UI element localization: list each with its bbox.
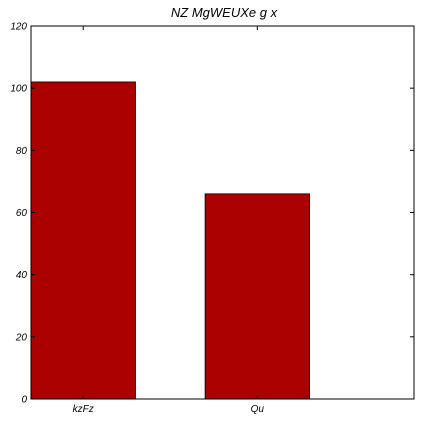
- x-tick-label: Qu: [251, 404, 265, 415]
- y-tick-label: 80: [16, 146, 28, 157]
- bar-Qu: [204, 193, 310, 400]
- y-tick-label: 40: [16, 270, 28, 281]
- x-tick-label: kzFz: [73, 404, 94, 415]
- y-tick-label: 20: [15, 332, 28, 343]
- bar-kzFz: [30, 81, 136, 400]
- bars-group: [30, 81, 310, 400]
- y-tick-label: 100: [10, 84, 27, 95]
- y-tick-label: 120: [10, 22, 27, 33]
- ticks-group: kzFz Qu 0 20 40 60 80 100 120: [10, 22, 414, 415]
- y-tick-label: 60: [16, 208, 28, 219]
- chart-title: NZ MgWEUXe g x: [171, 5, 278, 20]
- plot-frame: [30, 25, 415, 400]
- y-tick-label: 0: [21, 395, 27, 406]
